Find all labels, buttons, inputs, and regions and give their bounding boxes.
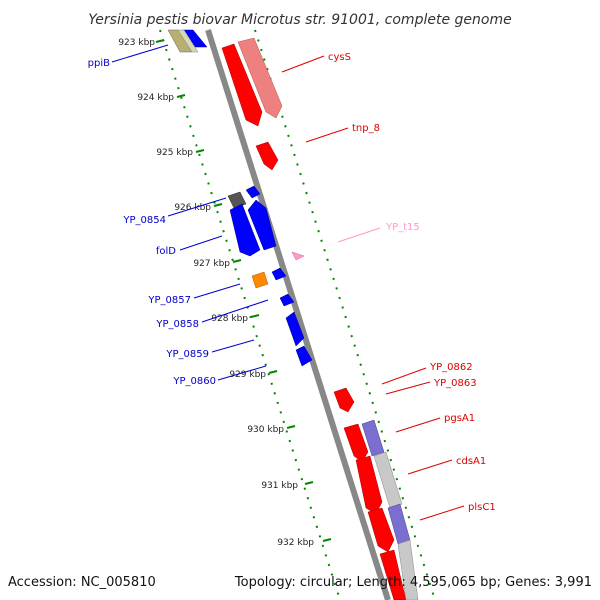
gene-label-folD[interactable]: folD — [156, 246, 176, 257]
gene-label-ppiB[interactable]: ppiB — [88, 58, 110, 69]
right-gene-labels — [281, 55, 465, 521]
gene-YP_0863-cds[interactable] — [361, 419, 385, 457]
gene-ppiB-light — [177, 29, 199, 53]
tick-marks — [155, 39, 332, 542]
genome-backbone — [205, 29, 391, 600]
gene-next-forward[interactable] — [379, 549, 407, 600]
gene-label-YP_0859[interactable]: YP_0859 — [165, 349, 209, 360]
outer-tick-rail — [254, 29, 436, 600]
gene-YP_0860[interactable] — [295, 345, 313, 367]
gene-cdsA1[interactable] — [355, 455, 383, 515]
gene-label-YP_0862[interactable]: YP_0862 — [429, 362, 473, 373]
tick-label: 924 kbp — [137, 93, 174, 103]
gene-label-YP_0863[interactable]: YP_0863 — [433, 378, 477, 389]
gene-YP_0862[interactable] — [333, 387, 355, 413]
gene-cysS-cds[interactable] — [237, 37, 283, 119]
left-gene-labels — [111, 44, 269, 381]
gene-tnp_8[interactable] — [255, 141, 279, 171]
tick-label: 925 kbp — [156, 148, 193, 158]
gene-cdsA1-cds — [373, 451, 403, 509]
gene-label-plsC1[interactable]: plsC1 — [468, 502, 496, 513]
gene-YP_0857[interactable] — [251, 271, 269, 289]
gene-label-YP_0857[interactable]: YP_0857 — [147, 295, 191, 306]
tick-label: 932 kbp — [277, 538, 314, 548]
gene-folD[interactable] — [247, 199, 277, 251]
gene-pgsA1[interactable] — [343, 423, 369, 463]
gene-YP_0857-rev[interactable] — [271, 267, 287, 281]
gene-next-cds — [397, 539, 419, 600]
gene-cysS[interactable] — [221, 43, 263, 127]
accession-text: Accession: NC_005810 — [8, 575, 156, 590]
gene-label-cysS[interactable]: cysS — [328, 52, 351, 63]
gene-YP_0854[interactable] — [229, 203, 261, 257]
tick-label: 931 kbp — [261, 481, 298, 491]
gene-YP_0854-head[interactable] — [245, 185, 261, 199]
gene-YP_0858[interactable] — [279, 293, 295, 307]
gene-label-YP_t15[interactable]: YP_t15 — [385, 222, 420, 233]
topology-text: Topology: circular; Length: 4,595,065 bp… — [234, 575, 592, 590]
gene-label-cdsA1[interactable]: cdsA1 — [456, 456, 486, 467]
gene-plsC1[interactable] — [367, 507, 395, 553]
gene-label-tnp_8[interactable]: tnp_8 — [352, 123, 380, 134]
map-title: Yersinia pestis biovar Microtus str. 910… — [88, 12, 511, 28]
gene-label-YP_0860[interactable]: YP_0860 — [172, 376, 216, 387]
gene-label-YP_0858[interactable]: YP_0858 — [155, 319, 199, 330]
gene-YP_0859[interactable] — [285, 311, 305, 347]
tick-label: 928 kbp — [211, 314, 248, 324]
gene-label-YP_0854[interactable]: YP_0854 — [122, 215, 166, 226]
tick-label: 923 kbp — [118, 38, 155, 48]
tick-label: 927 kbp — [193, 259, 230, 269]
gene-YP_0854-small[interactable] — [227, 191, 247, 209]
tick-label: 930 kbp — [247, 425, 284, 435]
gene-label-pgsA1[interactable]: pgsA1 — [444, 413, 475, 424]
tick-label: 929 kbp — [229, 370, 266, 380]
trna-YP_t15[interactable] — [291, 251, 305, 261]
